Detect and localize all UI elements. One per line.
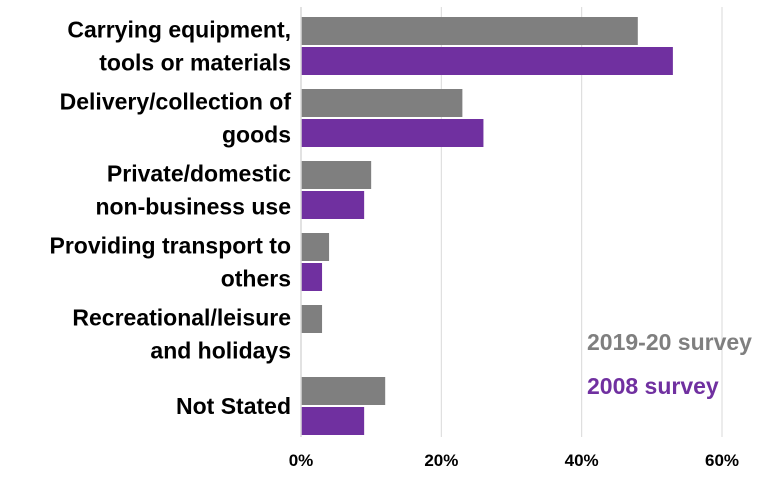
category-label: others xyxy=(221,266,291,292)
bar xyxy=(301,47,673,75)
category-label: Private/domestic xyxy=(107,161,291,187)
gridlines xyxy=(440,7,723,437)
x-tick-label: 40% xyxy=(565,451,599,470)
legend-entry: 2019-20 survey xyxy=(587,329,752,355)
category-labels: Carrying equipment, tools or materials Del… xyxy=(50,17,292,420)
category-label: non-business use xyxy=(95,194,291,220)
bar xyxy=(301,263,323,291)
bar xyxy=(301,119,484,147)
bar xyxy=(301,89,463,117)
legend-entry: 2008 survey xyxy=(587,373,719,399)
category-label: and holidays xyxy=(150,338,291,364)
category-label: Recreational/leisure xyxy=(72,305,291,331)
bar xyxy=(301,407,365,435)
category-label: Not Stated xyxy=(176,393,291,419)
bar xyxy=(301,233,330,261)
bar xyxy=(301,191,365,219)
x-tick-label: 20% xyxy=(424,451,458,470)
category-label: goods xyxy=(222,122,291,148)
category-label: Carrying equipment, xyxy=(67,17,291,43)
x-tick-label: 0% xyxy=(289,451,314,470)
category-label: Providing transport to xyxy=(50,233,292,259)
bar xyxy=(301,377,386,405)
legend: 2019-20 survey 2008 survey xyxy=(587,329,752,399)
bars xyxy=(301,17,673,435)
category-label: Delivery/collection of xyxy=(60,89,292,115)
bar xyxy=(301,17,638,45)
x-tick-labels: 0% 20% 40% 60% xyxy=(289,451,739,470)
bar xyxy=(301,161,372,189)
x-tick-label: 60% xyxy=(705,451,739,470)
bar xyxy=(301,305,323,333)
category-label: tools or materials xyxy=(99,50,291,76)
